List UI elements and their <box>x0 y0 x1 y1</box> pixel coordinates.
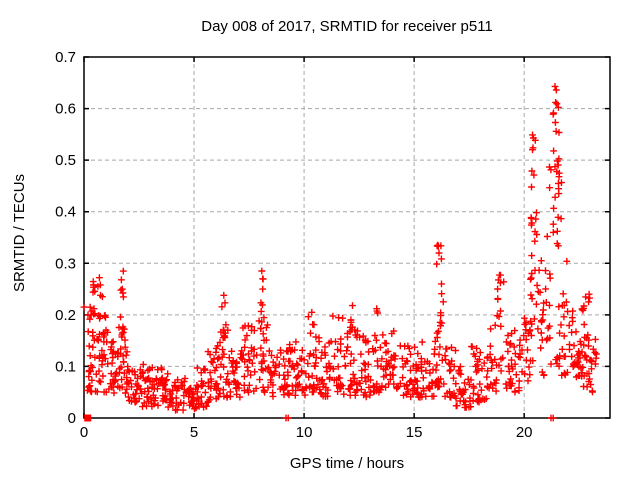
scatter-points <box>80 83 600 422</box>
x-tick-label: 15 <box>406 424 423 441</box>
x-tick-label: 20 <box>516 424 533 441</box>
y-tick-label: 0.2 <box>55 307 76 324</box>
scatter-square-point <box>84 414 92 422</box>
plot-border <box>83 56 611 419</box>
y-tick-label: 0.5 <box>55 152 76 169</box>
y-tick-label: 0.7 <box>55 49 76 66</box>
x-tick-label: 0 <box>80 424 88 441</box>
y-tick-label: 0.1 <box>55 358 76 375</box>
y-tick-label: 0.4 <box>55 204 76 221</box>
y-axis-label: SRMTID / TECUs <box>11 174 28 292</box>
data-points-layer <box>80 83 600 422</box>
x-axis-label: GPS time / hours <box>290 455 404 472</box>
x-tick-label: 5 <box>190 424 198 441</box>
chart-title: Day 008 of 2017, SRMTID for receiver p51… <box>201 18 493 35</box>
tick-labels-layer: 0 5 10 15 20 0 0.1 0.2 0.3 0.4 0.5 0.6 0.7 <box>55 49 532 441</box>
x-tick-label: 10 <box>296 424 313 441</box>
y-tick-label: 0 <box>68 410 76 427</box>
y-tick-label: 0.3 <box>55 255 76 272</box>
y-tick-label: 0.6 <box>55 101 76 118</box>
